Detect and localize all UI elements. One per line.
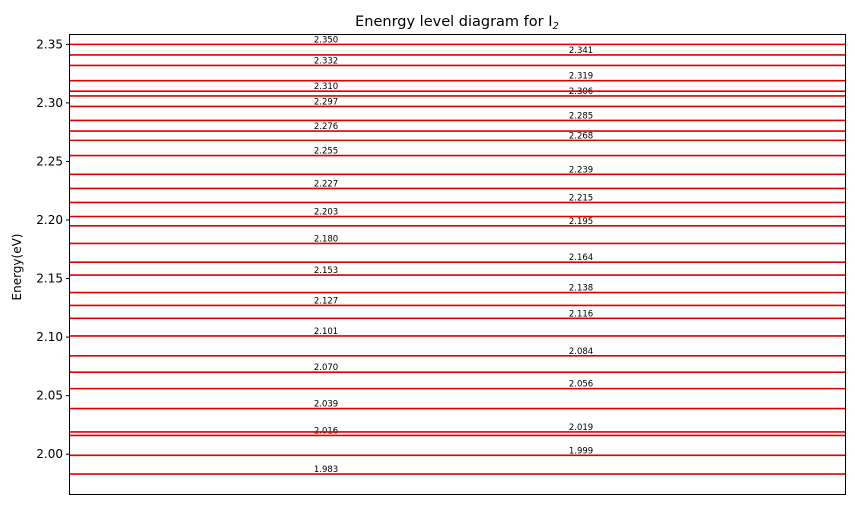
energy-levels: 1.9831.9992.0162.0192.0392.0562.0702.084… [70, 35, 845, 475]
energy-level-label: 2.341 [569, 46, 593, 56]
y-tick-label: 2.25 [36, 154, 63, 168]
energy-level-label: 2.319 [569, 72, 593, 82]
energy-level-label: 2.180 [314, 234, 338, 244]
energy-level-label: 2.101 [314, 327, 338, 337]
energy-level-label: 2.297 [314, 97, 338, 107]
energy-level-label: 1.999 [569, 446, 593, 456]
energy-level-label: 2.227 [314, 179, 338, 189]
energy-level-label: 2.285 [569, 111, 593, 121]
energy-level-label: 2.195 [569, 217, 593, 227]
energy-level-label: 2.268 [569, 131, 593, 141]
y-tick-label: 2.30 [36, 96, 63, 110]
energy-level-label: 2.310 [314, 82, 338, 92]
energy-level-label: 2.203 [314, 207, 338, 217]
energy-level-label: 2.019 [569, 423, 593, 433]
energy-level-label: 2.276 [314, 122, 338, 132]
y-tick-label: 2.15 [36, 272, 63, 286]
energy-level-label: 2.138 [569, 284, 593, 294]
energy-level-label: 2.350 [314, 35, 338, 45]
y-tick-label: 2.00 [36, 447, 63, 461]
y-tick-label: 2.20 [36, 213, 63, 227]
y-axis: 2.00 2.05 2.10 2.15 2.20 2.25 2.30 2.35 [36, 37, 70, 461]
energy-level-label: 2.127 [314, 296, 338, 306]
energy-level-label: 2.056 [569, 380, 593, 390]
y-tick-label: 2.05 [36, 389, 63, 403]
energy-level-label: 2.039 [314, 400, 338, 410]
energy-level-label: 2.215 [569, 193, 593, 203]
plot-frame [69, 34, 846, 495]
y-tick-label: 2.35 [36, 37, 63, 51]
energy-level-label: 1.983 [314, 465, 338, 475]
energy-level-label: 2.239 [569, 165, 593, 175]
energy-level-label: 2.164 [569, 253, 593, 263]
energy-level-label: 2.070 [314, 363, 338, 373]
y-axis-label: Energy(eV) [10, 234, 24, 301]
chart-title: Enenrgy level diagram for I2 [355, 14, 559, 32]
energy-level-label: 2.255 [314, 147, 338, 157]
energy-level-label: 2.332 [314, 56, 338, 66]
energy-level-label: 2.153 [314, 266, 338, 276]
y-tick-label: 2.10 [36, 330, 63, 344]
energy-level-label: 2.116 [569, 309, 593, 319]
energy-level-label: 2.084 [569, 347, 593, 357]
